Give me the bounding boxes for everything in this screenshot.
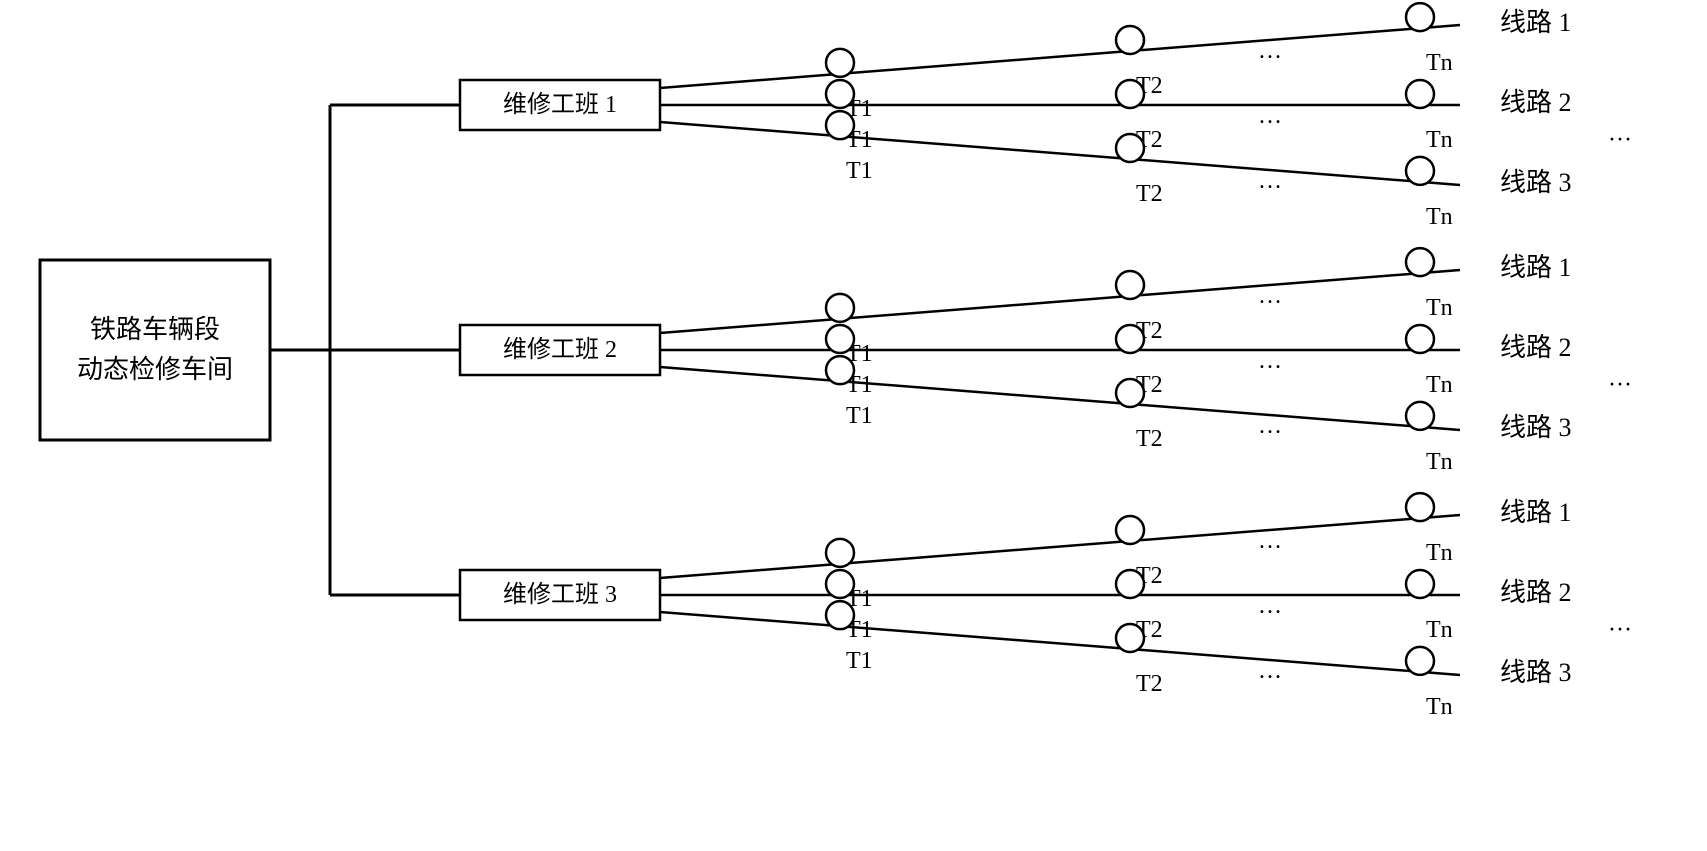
t-label-1-2-0: T1 [846, 403, 873, 429]
line-label-2-1: 线路 2 [1500, 578, 1572, 607]
track-hdots-0-2: … [1258, 168, 1282, 194]
track-node-0-1-1 [1116, 80, 1144, 108]
track-node-0-1-0 [826, 80, 854, 108]
t-label-1-2-1: T2 [1136, 426, 1163, 452]
track-node-1-1-0 [826, 325, 854, 353]
track-node-1-2-0 [826, 356, 854, 384]
t-label-2-0-2: Tn [1426, 540, 1453, 566]
track-node-0-2-2 [1406, 157, 1434, 185]
line-vdots-0: … [1608, 121, 1632, 147]
t-label-2-2-0: T1 [846, 648, 873, 674]
track-node-2-2-0 [826, 601, 854, 629]
line-label-2-0: 线路 1 [1500, 498, 1572, 527]
t-label-2-2-1: T2 [1136, 671, 1163, 697]
line-label-1-1: 线路 2 [1500, 333, 1572, 362]
team-label-2: 维修工班 3 [503, 581, 617, 608]
track-node-0-2-1 [1116, 134, 1144, 162]
root-label-2: 动态检修车间 [77, 355, 233, 384]
track-hdots-1-1: … [1258, 348, 1282, 374]
track-line-2-2 [660, 612, 1460, 675]
root-label-1: 铁路车辆段 [90, 315, 220, 344]
t-label-0-0-2: Tn [1426, 50, 1453, 76]
track-line-0-0 [660, 25, 1460, 88]
track-node-1-0-1 [1116, 271, 1144, 299]
track-node-1-0-0 [826, 294, 854, 322]
line-label-1-2: 线路 3 [1500, 413, 1572, 442]
t-label-1-1-2: Tn [1426, 372, 1453, 398]
track-node-2-2-2 [1406, 647, 1434, 675]
track-hdots-2-1: … [1258, 593, 1282, 619]
track-node-1-1-2 [1406, 325, 1434, 353]
track-node-2-0-1 [1116, 516, 1144, 544]
track-node-1-2-2 [1406, 402, 1434, 430]
track-node-0-0-0 [826, 49, 854, 77]
line-label-2-2: 线路 3 [1500, 658, 1572, 687]
track-node-2-2-1 [1116, 624, 1144, 652]
track-node-0-1-2 [1406, 80, 1434, 108]
track-node-0-2-0 [826, 111, 854, 139]
track-hdots-0-1: … [1258, 103, 1282, 129]
t-label-1-2-2: Tn [1426, 449, 1453, 475]
t-label-2-2-2: Tn [1426, 694, 1453, 720]
track-node-2-1-1 [1116, 570, 1144, 598]
track-node-1-0-2 [1406, 248, 1434, 276]
track-line-1-0 [660, 270, 1460, 333]
track-line-0-2 [660, 122, 1460, 185]
line-label-1-0: 线路 1 [1500, 253, 1572, 282]
track-node-1-2-1 [1116, 379, 1144, 407]
t-label-0-2-1: T2 [1136, 181, 1163, 207]
track-node-2-1-0 [826, 570, 854, 598]
root-box [40, 260, 270, 440]
line-label-0-2: 线路 3 [1500, 168, 1572, 197]
t-label-0-2-0: T1 [846, 158, 873, 184]
track-node-2-0-0 [826, 539, 854, 567]
line-label-0-0: 线路 1 [1500, 8, 1572, 37]
track-node-2-1-2 [1406, 570, 1434, 598]
line-vdots-2: … [1608, 611, 1632, 637]
track-hdots-2-0: … [1258, 528, 1282, 554]
track-line-1-2 [660, 367, 1460, 430]
track-node-1-1-1 [1116, 325, 1144, 353]
line-label-0-1: 线路 2 [1500, 88, 1572, 117]
t-label-2-1-2: Tn [1426, 617, 1453, 643]
t-label-0-2-2: Tn [1426, 204, 1453, 230]
line-vdots-1: … [1608, 366, 1632, 392]
track-hdots-2-2: … [1258, 658, 1282, 684]
t-label-1-0-2: Tn [1426, 295, 1453, 321]
track-hdots-0-0: … [1258, 38, 1282, 64]
track-hdots-1-0: … [1258, 283, 1282, 309]
track-node-0-0-2 [1406, 3, 1434, 31]
track-node-0-0-1 [1116, 26, 1144, 54]
team-label-1: 维修工班 2 [503, 336, 617, 363]
t-label-0-1-2: Tn [1426, 127, 1453, 153]
track-hdots-1-2: … [1258, 413, 1282, 439]
track-node-2-0-2 [1406, 493, 1434, 521]
team-label-0: 维修工班 1 [503, 91, 617, 118]
track-line-2-0 [660, 515, 1460, 578]
